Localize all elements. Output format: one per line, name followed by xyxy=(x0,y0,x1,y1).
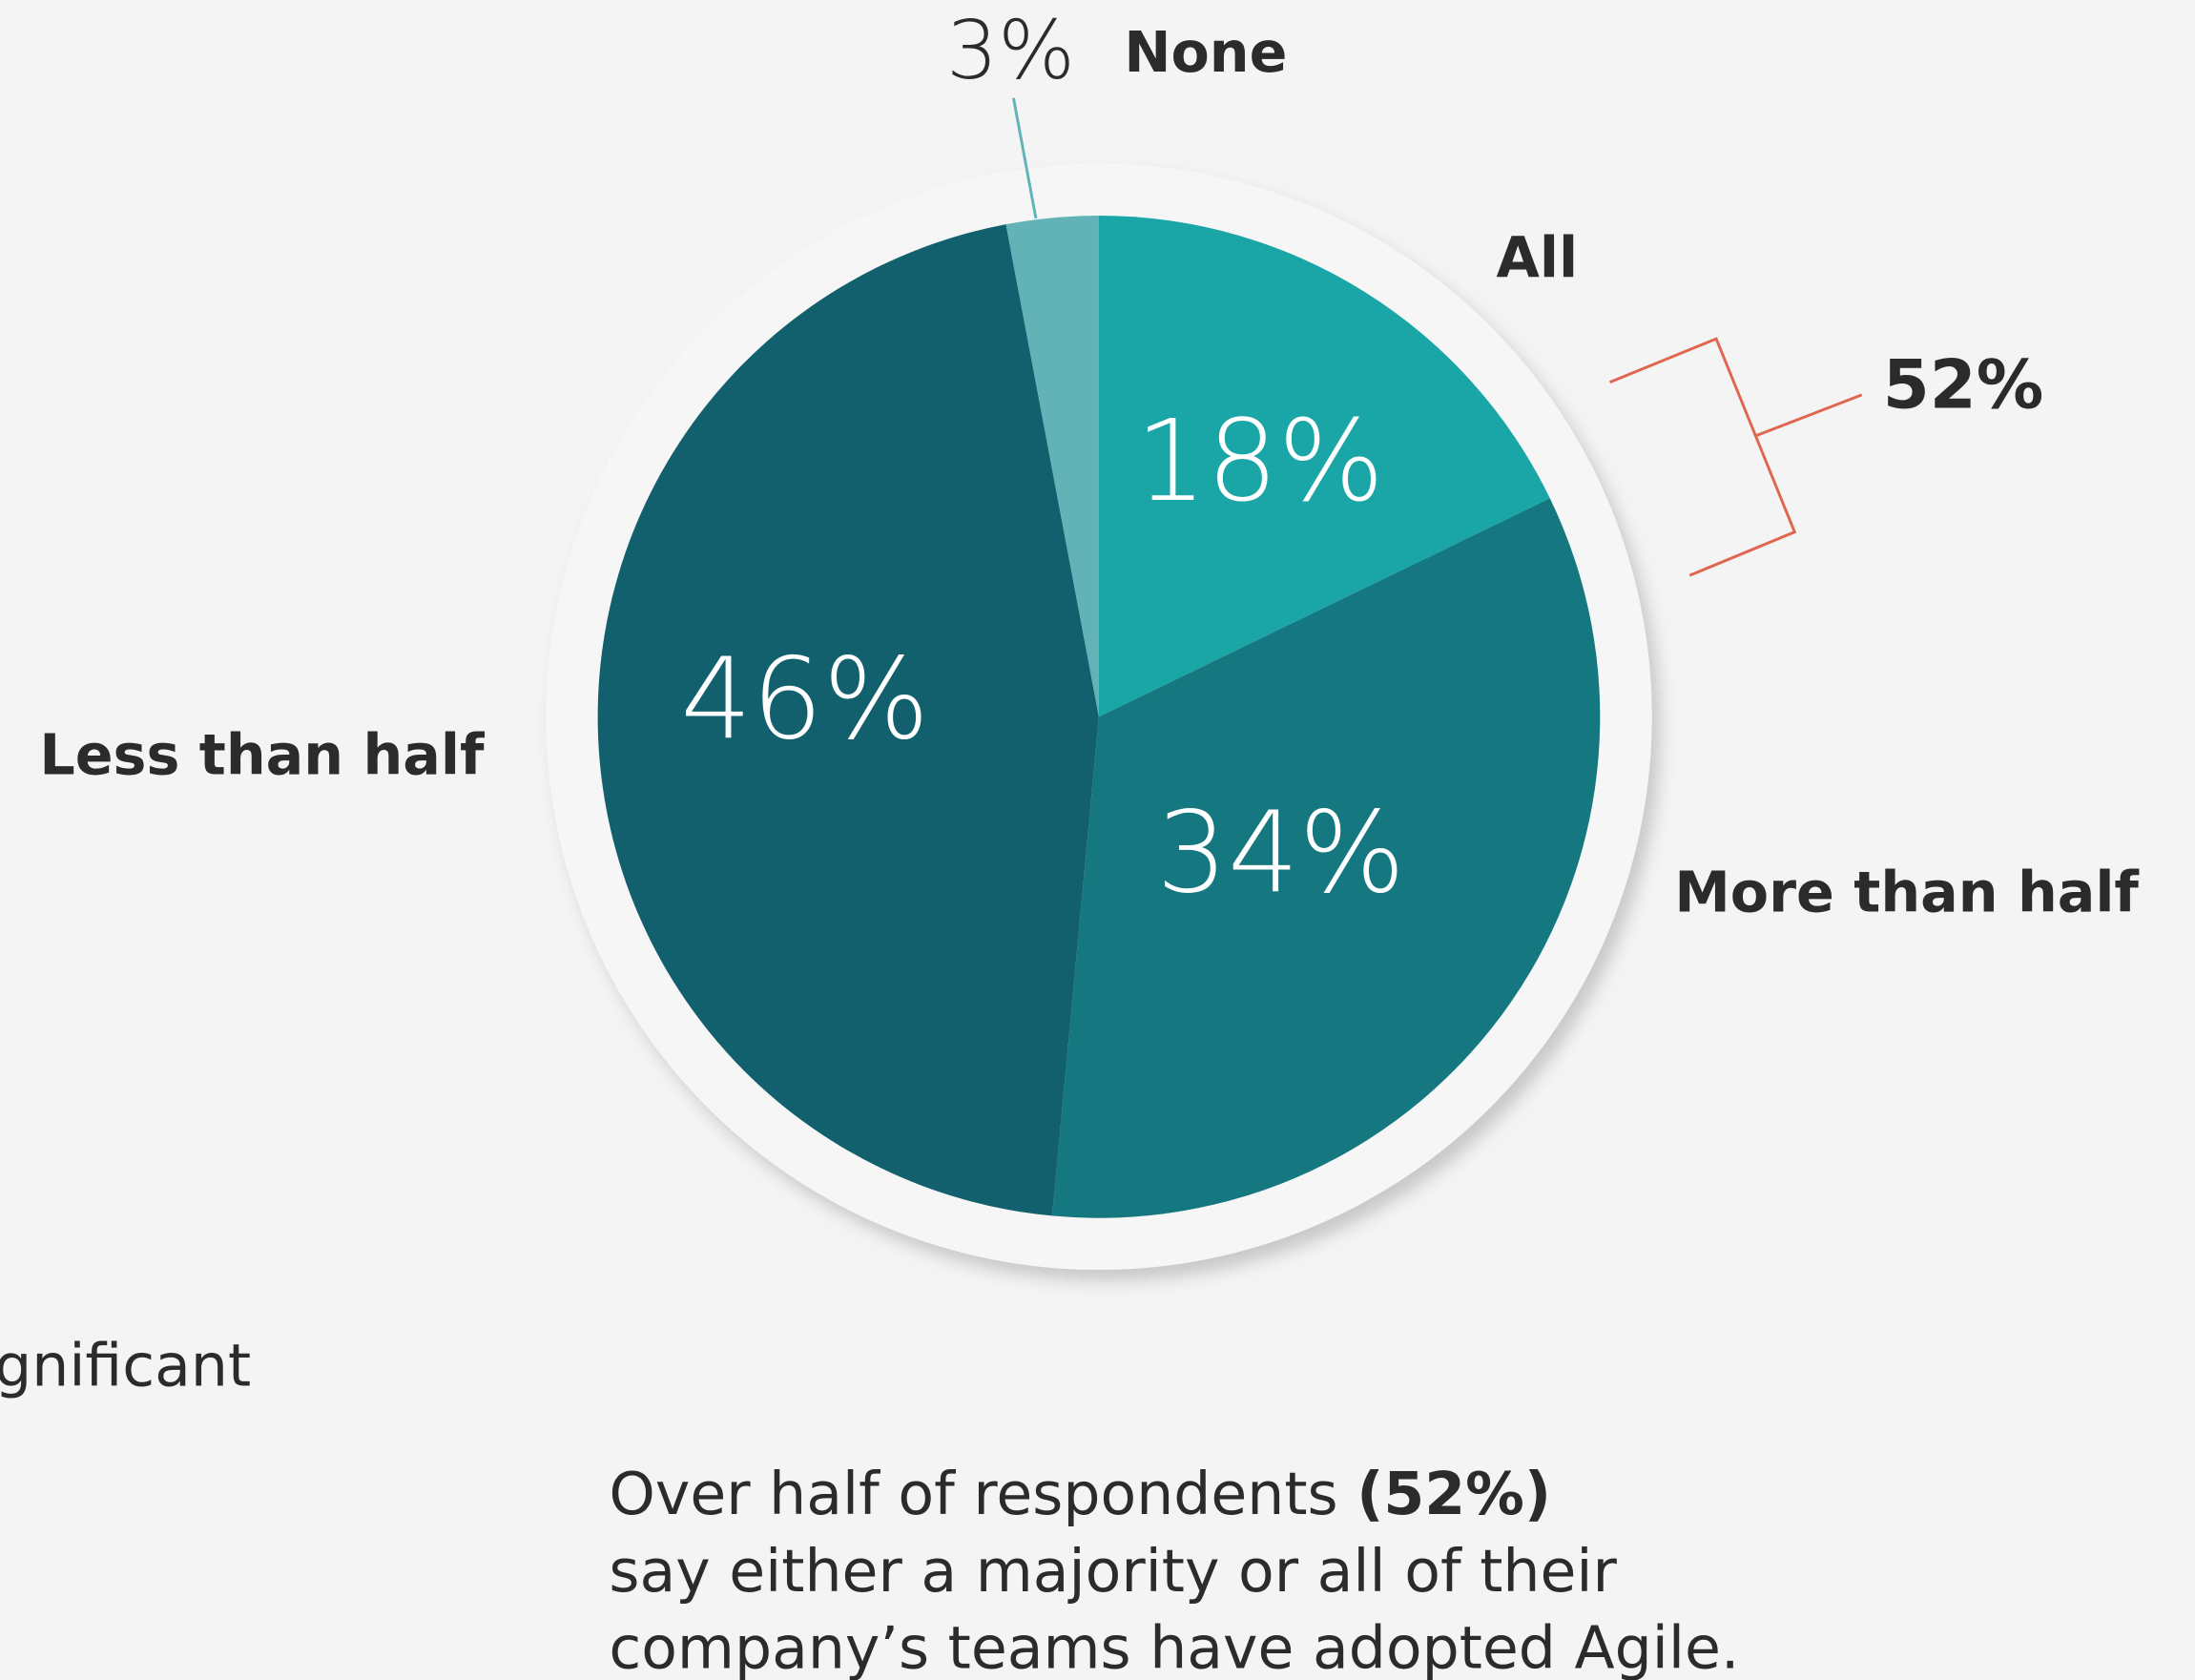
value-label: 46% xyxy=(680,633,929,764)
pie-slice xyxy=(1005,216,1099,717)
value-label: 3% xyxy=(946,4,1075,98)
annotation: 52% xyxy=(1883,346,2044,425)
category-label: None xyxy=(1124,20,1287,85)
slices xyxy=(597,216,1601,1218)
caption-line: say either a majority or all of their xyxy=(609,1537,1617,1606)
caption-bold: (52%) xyxy=(1356,1460,1551,1528)
pie-slice xyxy=(597,224,1099,1216)
value-label: 34% xyxy=(1156,788,1405,919)
category-label: Less than half xyxy=(39,722,486,787)
caption-line: company’s teams have adopted Agile. xyxy=(609,1614,1739,1680)
pie-slice xyxy=(1098,216,1550,717)
pie-slice xyxy=(1052,498,1601,1218)
category-label: All xyxy=(1496,226,1578,291)
caption-text: Over half of respondents xyxy=(609,1460,1337,1528)
bracket xyxy=(1609,337,1797,577)
category-label: More than half xyxy=(1674,860,2140,924)
side-text: gnificant xyxy=(0,1331,251,1400)
value-label: 18% xyxy=(1135,396,1384,527)
caption-line: Over half of respondents (52%) xyxy=(609,1460,1551,1528)
bracket-leader xyxy=(1756,393,1863,437)
leader-line xyxy=(1012,97,1038,219)
